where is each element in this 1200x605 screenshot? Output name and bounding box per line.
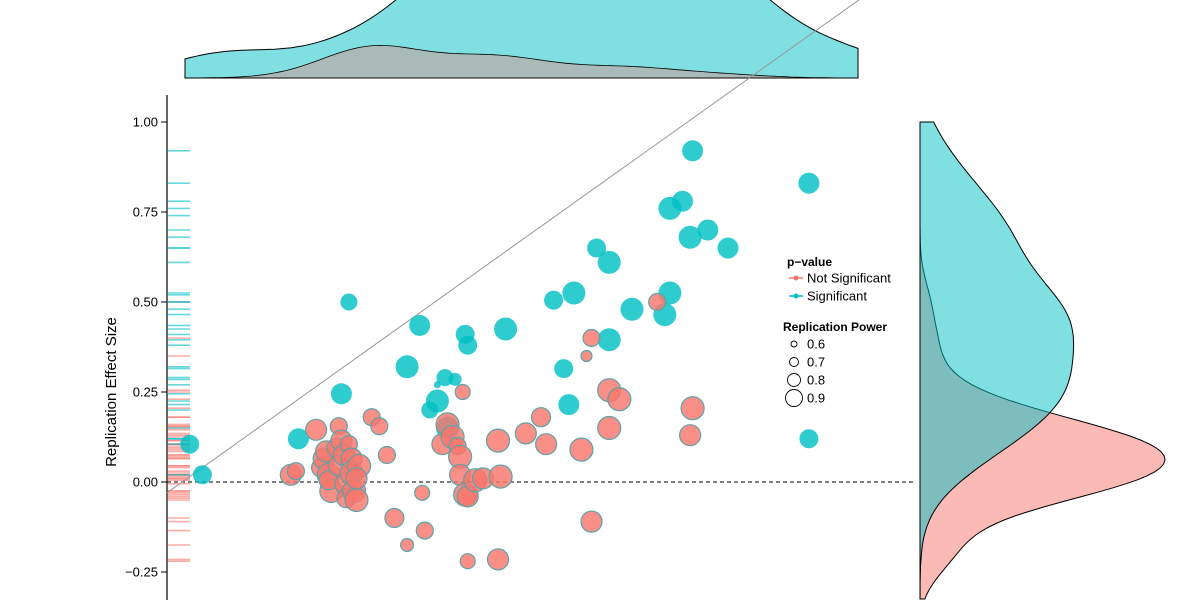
data-point [486,548,510,571]
data-point [494,317,518,341]
data-point [607,387,632,412]
left-rug [168,150,190,563]
data-point [554,359,574,379]
data-point [597,415,622,441]
data-point [620,297,644,321]
legend-size-label: 0.6 [807,337,825,352]
data-point [192,465,212,485]
data-point [180,434,200,454]
data-point [286,462,305,481]
data-point [485,428,511,453]
legend-size-title: Replication Power [783,320,887,334]
density-not-significant [184,44,859,79]
data-point [458,335,478,355]
data-point [717,237,739,259]
data-point [344,487,369,513]
y-tick-label: −0.25 [125,565,158,580]
data-point [597,328,621,352]
data-point [672,190,693,212]
data-point [340,293,358,311]
data-point [678,424,702,447]
legend-size-key [787,373,801,387]
data-point [680,396,705,421]
data-point [425,389,449,413]
y-tick-label: 0.50 [133,295,158,310]
legend-size-entries: 0.6 0.7 0.8 0.9 [785,337,825,407]
data-point [798,172,820,194]
density-significant [184,0,859,79]
data-point [544,290,564,310]
density-significant [919,121,1075,600]
legend-size-label: 0.7 [807,355,825,370]
data-point [305,418,328,441]
y-tick-label: 0.75 [133,205,158,220]
legend-size-key [789,357,799,367]
data-point [459,553,476,570]
y-axis: −0.25 0.00 0.25 0.50 0.75 1.00 [125,95,168,600]
data-point [587,238,607,258]
legend-size-key [785,389,803,407]
legend-color-entries: Not Significant Significant [789,271,891,304]
data-point [648,292,667,312]
right-marginal-density [919,121,1166,600]
data-point [514,422,537,445]
y-axis-title: Replication Effect Size [103,317,120,467]
data-points [180,140,820,571]
data-point [414,484,431,501]
data-point [569,437,594,462]
data-point [697,219,719,241]
legend-key-point [793,275,799,281]
reference-lines [166,0,915,494]
data-point [384,507,405,529]
data-point [370,417,389,436]
legend-size-label: 0.8 [807,373,825,388]
data-point [580,349,593,363]
legend-label: Significant [807,289,867,304]
data-point [580,510,603,533]
data-point [287,428,309,450]
data-point [597,250,621,274]
legend-color-title: p−value [787,255,832,269]
top-marginal-density [184,0,859,79]
y-tick-label: 1.00 [133,115,158,130]
data-point [582,328,601,348]
data-point [409,314,431,336]
data-point [330,383,352,405]
data-point [448,372,462,386]
data-point [377,445,396,465]
data-point [433,381,441,389]
data-point [400,537,415,553]
data-point [454,383,471,401]
legend-label: Not Significant [807,271,891,286]
legend-size-label: 0.9 [807,391,825,406]
y-tick-label: 0.25 [133,385,158,400]
identity-diagonal [166,0,860,494]
data-point [488,464,513,489]
data-point [415,521,434,540]
legend-key-point [793,293,799,299]
data-point [345,467,368,490]
y-tick-label: 0.00 [133,475,158,490]
data-point [799,429,819,449]
data-point [534,433,558,456]
legend: p−value Not Significant Significant Repli… [783,255,891,407]
data-point [558,394,580,416]
data-point [682,140,704,162]
legend-size-key [790,340,798,348]
data-point [562,281,586,305]
data-point [678,225,702,249]
data-point [395,355,419,379]
data-point [530,407,552,428]
